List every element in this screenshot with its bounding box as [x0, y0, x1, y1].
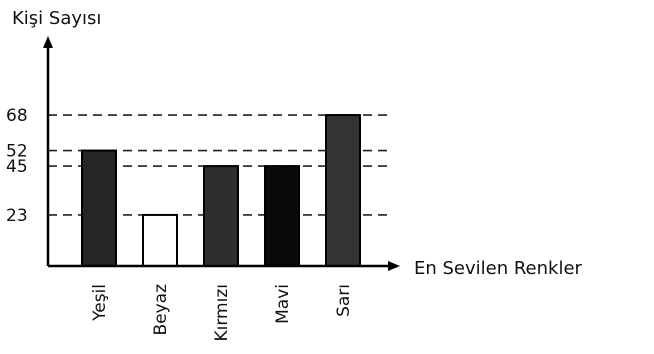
y-tick-label: 68 [6, 106, 28, 126]
bars [81, 114, 361, 268]
bar [264, 165, 300, 268]
x-axis-arrow [388, 261, 400, 271]
x-tick-label: Beyaz [151, 284, 171, 336]
bar [81, 149, 117, 267]
y-tick-label: 45 [6, 157, 28, 177]
bar [142, 213, 178, 268]
y-axis-arrow [43, 36, 53, 48]
y-axis-label: Kişi Sayısı [12, 8, 101, 29]
x-tick-labels: Yeşil Beyaz Kırmızı Mavi Sarı [90, 284, 354, 342]
x-tick-label: Sarı [334, 284, 354, 317]
x-tick-label: Yeşil [90, 284, 110, 322]
x-axis-label: En Sevilen Renkler [414, 258, 583, 279]
y-tick-label: 23 [6, 206, 28, 226]
bar [203, 165, 239, 268]
x-tick-label: Kırmızı [212, 284, 232, 342]
x-tick-label: Mavi [273, 284, 293, 324]
bar [325, 114, 361, 268]
y-tick-label: 52 [6, 142, 28, 162]
axes [43, 36, 400, 271]
